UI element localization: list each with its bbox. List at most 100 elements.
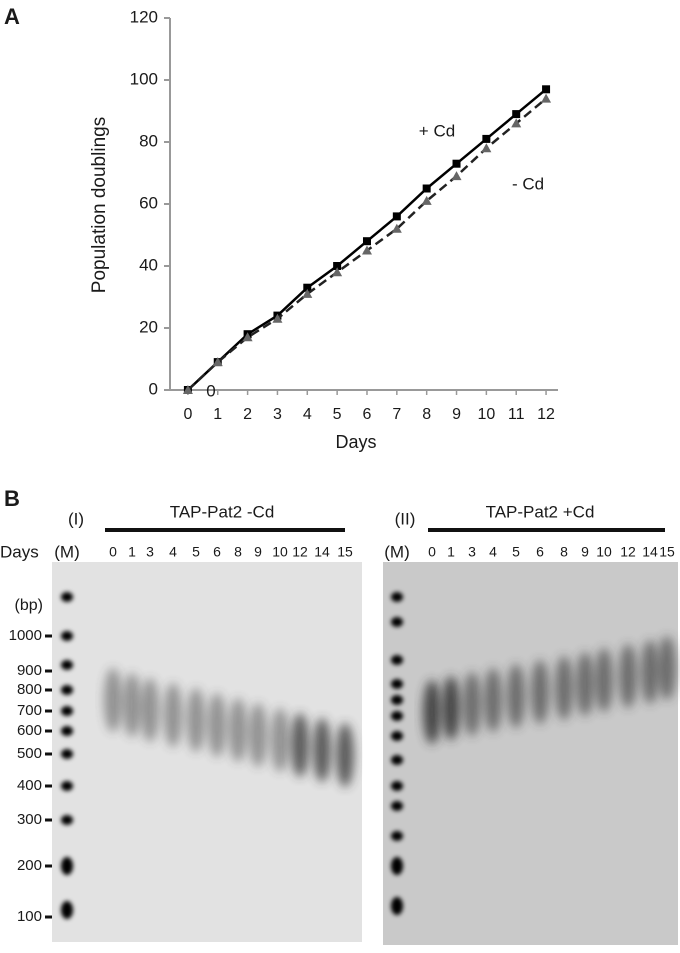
marker-band	[61, 726, 73, 736]
marker-band	[391, 711, 403, 721]
point-marker	[451, 171, 462, 181]
x-tick-label: 8	[422, 406, 431, 423]
y-tick-label: 0	[149, 379, 158, 398]
lane-label: 15	[659, 544, 675, 560]
marker-label: (M)	[54, 542, 79, 561]
x-tick-label: 2	[243, 406, 252, 423]
lane-label: 1	[447, 544, 455, 560]
x-tick-label: 4	[303, 406, 312, 423]
lane-label: 14	[642, 544, 658, 560]
point-marker	[421, 195, 432, 205]
point-marker	[272, 313, 283, 323]
marker-band	[391, 731, 403, 741]
marker-band	[61, 781, 73, 791]
dna-smear	[531, 660, 549, 724]
y-tick-label: 100	[130, 69, 158, 88]
y-tick-label: 60	[139, 193, 158, 212]
lane-label: 12	[620, 544, 636, 560]
panel-label: A	[4, 4, 20, 29]
point-marker	[242, 332, 253, 342]
x-tick-label: 5	[333, 406, 342, 423]
size-label: 100	[17, 908, 42, 925]
x-tick-label: 12	[537, 406, 555, 423]
point-marker	[542, 85, 551, 94]
dna-smear	[271, 708, 289, 772]
x-tick-label: 7	[392, 406, 401, 423]
point-marker	[452, 159, 461, 168]
dna-smear	[463, 672, 481, 736]
size-label: 900	[17, 662, 42, 679]
lane-label: 6	[536, 544, 544, 560]
dna-smear	[104, 668, 122, 732]
lane-label: 6	[213, 544, 221, 560]
point-marker	[422, 184, 431, 193]
marker-band	[61, 660, 73, 670]
marker-band	[391, 897, 403, 915]
x-tick-label: 6	[363, 406, 372, 423]
panel-numeral: (II)	[395, 509, 416, 528]
annotation: 0	[206, 381, 215, 400]
lane-label: 14	[314, 544, 330, 560]
point-marker	[482, 134, 491, 143]
marker-band	[391, 781, 403, 791]
lane-label: 5	[192, 544, 200, 560]
size-label: 200	[17, 857, 42, 874]
size-label: 500	[17, 745, 42, 762]
x-tick-label: 11	[508, 406, 525, 423]
x-tick-label: 9	[452, 406, 461, 423]
dna-smear	[164, 683, 182, 747]
lane-label: 0	[428, 544, 436, 560]
marker-band	[61, 706, 73, 716]
point-marker	[541, 93, 552, 103]
size-label: 400	[17, 777, 42, 794]
point-marker	[361, 245, 372, 255]
dna-smear	[313, 718, 331, 782]
gel-title: TAP-Pat2 +Cd	[486, 502, 595, 521]
lane-label: 4	[489, 544, 497, 560]
size-label: 1000	[9, 627, 42, 644]
marker-band	[391, 655, 403, 665]
dna-smear	[507, 664, 525, 728]
dna-smear	[423, 680, 441, 744]
size-label: 700	[17, 702, 42, 719]
series-label: - Cd	[512, 174, 544, 193]
point-marker	[362, 237, 371, 246]
point-marker	[333, 262, 342, 270]
gel-background	[383, 562, 678, 945]
point-marker	[303, 283, 312, 292]
lane-label: 8	[234, 544, 242, 560]
dna-smear	[595, 648, 613, 712]
dna-smear	[187, 688, 205, 752]
lane-label: 1	[128, 544, 136, 560]
marker-band	[61, 901, 73, 919]
dna-smear	[576, 652, 594, 716]
lane-label: 3	[146, 544, 154, 560]
series-label: + Cd	[419, 121, 455, 140]
marker-band	[391, 695, 403, 705]
dna-smear	[229, 698, 247, 762]
x-tick-label: 0	[183, 406, 192, 423]
x-tick-label: 1	[213, 406, 222, 423]
dna-smear	[249, 703, 267, 767]
dna-smear	[641, 640, 659, 704]
dna-smear	[208, 693, 226, 757]
marker-band	[61, 631, 73, 641]
y-tick-label: 120	[130, 7, 158, 26]
lane-label: 3	[468, 544, 476, 560]
lane-label: 8	[560, 544, 568, 560]
dna-smear	[484, 668, 502, 732]
marker-band	[391, 755, 403, 765]
point-marker	[511, 118, 522, 128]
lane-label: 10	[596, 544, 612, 560]
lane-label: 9	[254, 544, 262, 560]
gel-background	[52, 562, 362, 942]
point-marker	[212, 357, 223, 367]
dna-smear	[291, 713, 309, 777]
dna-smear	[123, 673, 141, 737]
point-marker	[512, 110, 521, 119]
lane-label: 10	[272, 544, 288, 560]
marker-band	[61, 815, 73, 825]
dna-smear	[658, 636, 676, 700]
lane-label: 12	[292, 544, 308, 560]
